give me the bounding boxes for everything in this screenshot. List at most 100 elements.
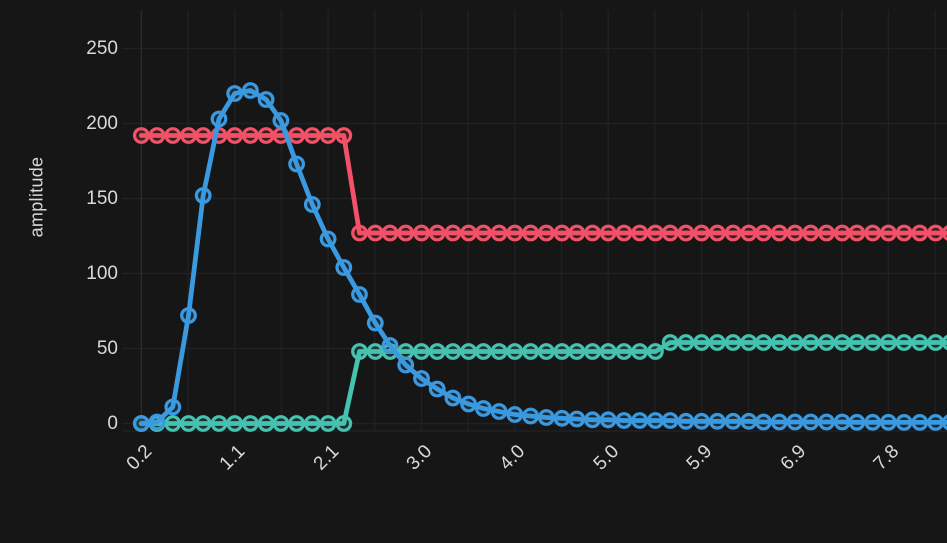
- data-point: [319, 230, 337, 248]
- data-point: [770, 413, 788, 431]
- data-point: [927, 334, 944, 351]
- data-point: [927, 224, 944, 242]
- data-point: [677, 334, 695, 351]
- data-point: [740, 412, 758, 430]
- data-point: [351, 343, 368, 360]
- data-point: [895, 334, 913, 351]
- data-point: [475, 400, 492, 417]
- data-point: [677, 412, 695, 430]
- data-point: [880, 413, 897, 431]
- data-point: [303, 196, 321, 213]
- data-point: [911, 414, 929, 431]
- data-point: [194, 127, 212, 144]
- data-point: [164, 398, 182, 416]
- data-point: [724, 334, 742, 351]
- y-tick-label: 0: [107, 412, 118, 434]
- data-point: [818, 224, 835, 242]
- data-point: [335, 127, 353, 144]
- data-point: [848, 413, 866, 431]
- data-point: [272, 415, 290, 432]
- data-point: [941, 414, 947, 431]
- data-point: [661, 412, 679, 429]
- data-point: [740, 334, 758, 351]
- data-point: [661, 224, 679, 242]
- data-point: [366, 314, 384, 332]
- data-point: [848, 334, 866, 351]
- series-blue-markers: [132, 82, 947, 432]
- data-point: [693, 412, 710, 430]
- data-point: [599, 411, 617, 429]
- data-point: [226, 85, 244, 102]
- data-point: [319, 127, 337, 144]
- data-point: [180, 415, 197, 432]
- data-point: [335, 259, 353, 276]
- data-point: [864, 224, 882, 242]
- data-point: [366, 343, 384, 360]
- data-point: [381, 337, 399, 354]
- data-point: [786, 224, 804, 242]
- data-point: [522, 407, 539, 425]
- data-point: [288, 155, 306, 173]
- data-point: [770, 334, 788, 351]
- data-point: [428, 343, 446, 360]
- data-point: [444, 224, 462, 242]
- data-point: [428, 380, 446, 398]
- data-point: [506, 343, 524, 360]
- data-point: [755, 334, 772, 351]
- data-point: [506, 224, 524, 242]
- data-point: [194, 187, 212, 204]
- data-point: [724, 224, 742, 242]
- data-point: [786, 413, 804, 431]
- data-point: [708, 412, 726, 430]
- data-point: [413, 370, 430, 387]
- data-point: [911, 334, 929, 351]
- data-point: [351, 286, 368, 303]
- data-point: [802, 224, 820, 242]
- data-point: [241, 82, 259, 99]
- data-point: [444, 389, 462, 407]
- data-point: [647, 343, 664, 360]
- data-point: [693, 334, 710, 351]
- series-teal-markers: [132, 334, 947, 432]
- data-point: [537, 409, 555, 426]
- data-point: [833, 224, 851, 242]
- data-point: [911, 224, 929, 242]
- data-point: [818, 413, 835, 431]
- data-point: [460, 343, 478, 360]
- data-point: [786, 334, 804, 351]
- series-blue: [132, 82, 947, 432]
- data-point: [615, 343, 633, 360]
- data-point: [584, 343, 601, 360]
- data-point: [537, 343, 555, 360]
- data-point: [226, 127, 244, 144]
- data-point: [288, 127, 306, 144]
- series-red-markers: [132, 127, 947, 242]
- data-point: [848, 224, 866, 242]
- data-point: [833, 334, 851, 351]
- data-point: [194, 415, 212, 432]
- data-point: [319, 415, 337, 432]
- data-point: [631, 224, 649, 242]
- data-point: [864, 334, 882, 351]
- data-point: [568, 410, 586, 428]
- data-point: [366, 224, 384, 242]
- series-red: [132, 127, 947, 242]
- data-point: [413, 343, 430, 360]
- data-point: [880, 224, 897, 242]
- data-point: [241, 415, 259, 432]
- data-point: [568, 343, 586, 360]
- data-point: [475, 343, 492, 360]
- data-point: [802, 334, 820, 351]
- data-point: [522, 224, 539, 242]
- data-point: [210, 110, 228, 128]
- data-point: [880, 334, 897, 351]
- data-point: [770, 224, 788, 242]
- series-red-line: [138, 133, 947, 236]
- series-teal: [132, 334, 947, 432]
- y-tick-label: 250: [86, 37, 118, 59]
- data-point: [615, 412, 633, 429]
- data-point: [895, 414, 913, 431]
- data-point: [568, 224, 586, 242]
